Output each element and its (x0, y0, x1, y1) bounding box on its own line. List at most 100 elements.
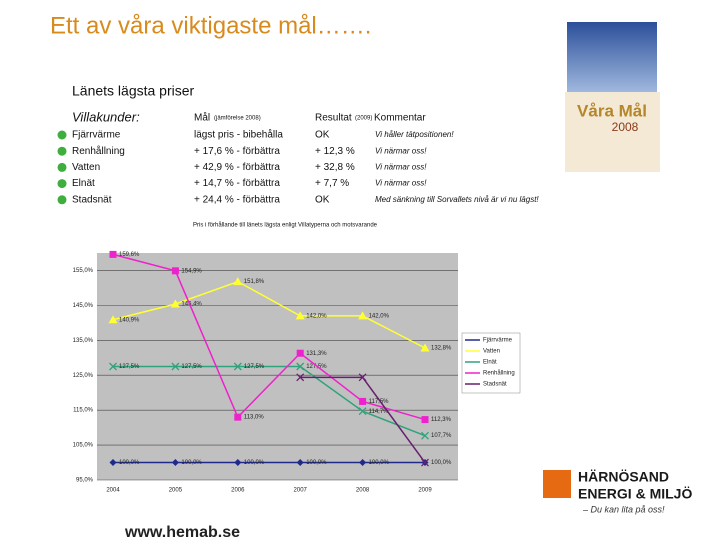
data-label: 132,8% (431, 346, 452, 352)
series-line (112, 253, 426, 421)
table-cell: OK (315, 194, 330, 205)
legend-label: Renhållning (483, 370, 515, 377)
marker (109, 250, 117, 258)
table-header: (2009) (355, 116, 372, 122)
badge-panel (565, 92, 660, 172)
marker (421, 416, 429, 424)
y-tick-label: 125,0% (73, 373, 94, 379)
marker (359, 459, 367, 467)
marker (233, 362, 242, 371)
footer-url: www.hemab.se (124, 524, 240, 540)
brand-tagline: – Du kan lita på oss! (582, 504, 665, 514)
data-label: 127,5% (181, 364, 202, 370)
marker (233, 277, 243, 286)
table-cell: + 12,3 % (315, 146, 355, 157)
marker (171, 459, 179, 467)
status-dot (57, 195, 67, 205)
status-dot (57, 130, 67, 140)
table-header: Villakunder: (72, 109, 140, 124)
badge-year: 2008 (612, 120, 639, 134)
badge-photo (567, 22, 657, 92)
table-cell: OK (315, 130, 330, 141)
marker (296, 459, 304, 467)
table-cell: + 7,7 % (315, 178, 349, 189)
marker (296, 373, 305, 382)
y-tick-label: 95,0% (76, 478, 94, 484)
x-tick-label: 2007 (294, 488, 308, 494)
status-dot (57, 179, 67, 189)
x-tick-label: 2004 (106, 488, 120, 494)
data-label: 127,5% (306, 364, 327, 370)
data-label: 142,0% (369, 313, 390, 319)
x-tick-label: 2008 (356, 488, 370, 494)
table-cell: Vatten (72, 162, 100, 173)
y-tick-label: 145,0% (73, 303, 94, 309)
y-tick-label: 105,0% (73, 443, 94, 449)
table-header: Kommentar (374, 113, 426, 124)
table-cell: + 42,9 % - förbättra (194, 162, 280, 173)
table-cell: + 32,8 % (315, 162, 355, 173)
data-label: 159,6% (119, 252, 140, 258)
table-cell: Vi håller tätpositionen! (375, 130, 454, 139)
table-cell: Fjärrvärme (72, 130, 121, 141)
marker (358, 311, 368, 320)
legend-box (461, 332, 521, 394)
legend-label: Stadsnät (483, 382, 507, 388)
data-label: 100,0% (119, 460, 140, 466)
status-dot (57, 146, 67, 156)
marker (170, 299, 180, 308)
table-cell: Vi närmar oss! (375, 179, 427, 188)
marker (109, 362, 117, 371)
marker (234, 413, 242, 421)
table-title: Länets lägsta priser (72, 83, 195, 99)
marker (358, 407, 367, 416)
status-dot (57, 162, 67, 172)
data-label: 112,3% (431, 417, 452, 423)
data-label: 113,0% (244, 415, 265, 421)
data-label: 100,0% (431, 460, 452, 466)
marker (108, 315, 118, 324)
data-label: 117,5% (369, 399, 390, 405)
table-cell: Elnät (72, 178, 95, 189)
brand-name2: ENERGI & MILJÖ (578, 486, 692, 502)
marker (171, 362, 180, 371)
y-tick-label: 135,0% (73, 338, 94, 344)
chart-title: Pris i förhållande till länets lägsta en… (193, 222, 378, 229)
table-cell: + 17,6 % - förbättra (194, 146, 280, 157)
table-header: Mål (194, 112, 210, 124)
data-label: 131,3% (306, 351, 327, 357)
marker (358, 373, 367, 382)
marker (420, 343, 430, 352)
table-cell: Vi närmar oss! (375, 146, 427, 155)
series-line (113, 365, 426, 437)
badge-title: Våra Mål (577, 101, 647, 120)
marker (171, 267, 179, 275)
data-label: 127,5% (244, 364, 265, 370)
data-label: 100,0% (369, 460, 390, 466)
slide-title: Ett av våra viktigaste mål……. (50, 12, 371, 39)
table-cell: lägst pris - bibehålla (194, 129, 283, 141)
y-tick-label: 155,0% (73, 268, 94, 274)
marker (296, 349, 304, 357)
table-cell: Med sänkning till Sorvallets nivå är vi … (375, 195, 539, 204)
table-cell: Vi närmar oss! (375, 163, 427, 172)
marker (421, 458, 429, 467)
data-label: 100,0% (306, 460, 327, 466)
table-header: Resultat (315, 113, 352, 124)
marker (109, 459, 117, 467)
data-label: 114,7% (369, 409, 390, 415)
brand-name1: HÄRNÖSAND (578, 469, 669, 485)
data-label: 154,9% (181, 268, 202, 274)
data-label: 142,0% (306, 313, 327, 319)
x-tick-label: 2009 (418, 488, 432, 494)
legend-label: Elnät (483, 360, 497, 366)
table-cell: + 24,4 % - förbättra (194, 194, 280, 205)
data-label: 145,4% (181, 302, 202, 308)
x-tick-label: 2006 (231, 488, 245, 494)
series-line (112, 280, 426, 349)
table-cell: Renhållning (72, 145, 125, 157)
y-tick-label: 115,0% (73, 408, 94, 414)
table-cell: Stadsnät (72, 194, 112, 205)
table-cell: + 14,7 % - förbättra (194, 178, 280, 189)
